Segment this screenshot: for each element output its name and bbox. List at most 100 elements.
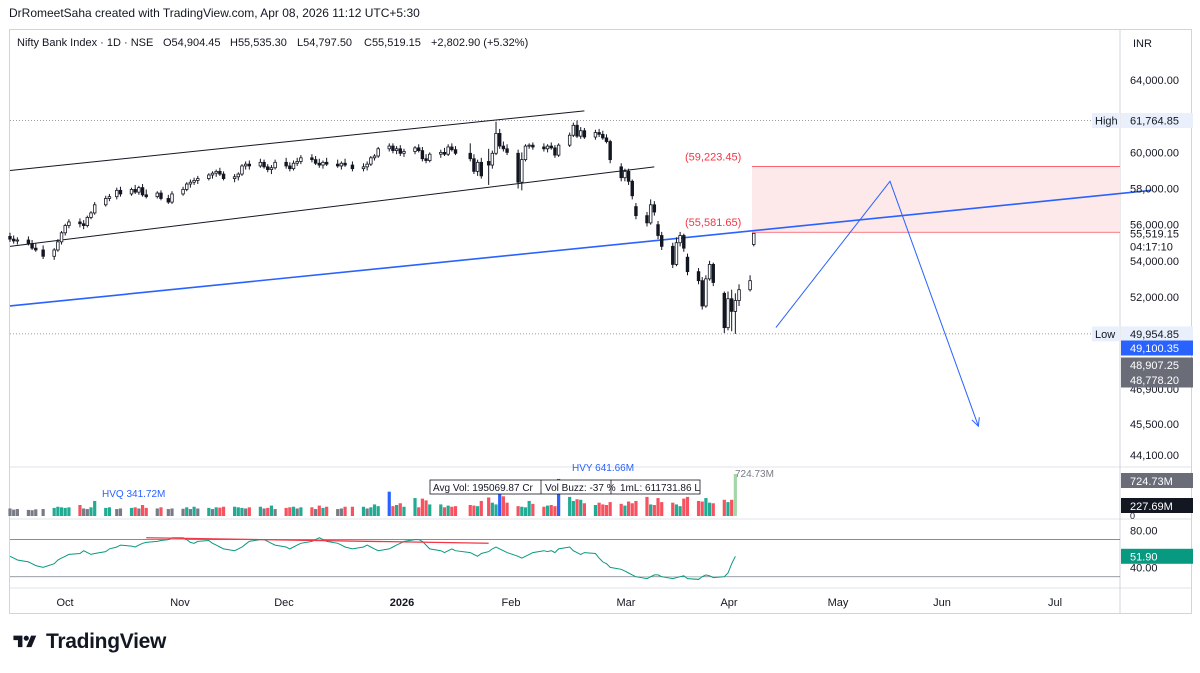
candle-body — [608, 141, 612, 161]
tradingview-logo-icon — [13, 635, 37, 648]
volume-bar — [391, 506, 395, 516]
candle — [78, 218, 82, 228]
candle — [118, 186, 123, 197]
candle — [729, 289, 734, 332]
candle-body — [214, 170, 218, 174]
candle — [372, 154, 377, 161]
volume-bar — [144, 507, 148, 516]
volume-bar — [531, 503, 535, 516]
volume-bar — [12, 509, 16, 516]
volume-bar — [210, 509, 215, 516]
candle-body — [391, 145, 395, 151]
candle-body — [78, 221, 82, 225]
candle-body — [752, 232, 756, 245]
volume-bar — [233, 506, 237, 516]
candle — [752, 232, 756, 247]
time-tick-label: May — [828, 597, 849, 609]
volume-bar — [604, 505, 609, 516]
candle — [696, 268, 701, 285]
price-tick-label: 45,500.00 — [1130, 419, 1179, 431]
candle — [335, 159, 340, 168]
candle — [733, 293, 738, 334]
candle-body — [520, 159, 524, 183]
candle — [144, 189, 148, 199]
volume-bar — [336, 509, 340, 516]
candle — [660, 231, 664, 250]
time-tick-label: Oct — [56, 597, 73, 609]
candle-body — [137, 187, 141, 193]
candle — [648, 199, 653, 225]
candle-body — [648, 204, 653, 224]
volume-bar — [376, 506, 380, 516]
price-tag-text: High — [1095, 116, 1118, 128]
candle — [34, 243, 38, 252]
candle-body — [67, 221, 71, 226]
candle — [236, 172, 240, 181]
candle-body — [266, 166, 270, 170]
volume-bar — [129, 507, 134, 516]
volume-bar — [487, 497, 491, 516]
candle-body — [593, 132, 598, 138]
candle — [59, 230, 64, 245]
candle-body — [420, 150, 425, 160]
volume-bar — [711, 503, 715, 516]
candle-body — [685, 256, 690, 273]
price-tag-bg — [1092, 326, 1120, 342]
candle — [41, 245, 45, 259]
time-tick-label: Feb — [502, 597, 521, 609]
volume-bar — [505, 502, 509, 516]
rsi-last-label: 51.90 — [1121, 548, 1193, 564]
volume-bar — [413, 498, 417, 516]
candle-body — [170, 193, 174, 203]
candle-body — [284, 161, 288, 167]
price-scale-label: 61,764.85 High — [1092, 113, 1193, 129]
volume-bar — [181, 508, 185, 516]
price-scale-label-bg — [1121, 340, 1193, 356]
candle — [52, 248, 56, 260]
tradingview-logo[interactable]: TradingView — [10, 630, 166, 654]
volume-bar — [645, 496, 649, 516]
candle-body — [207, 174, 211, 179]
volume-bar — [214, 507, 218, 516]
ohlc-value-0: O54,904.45 — [163, 37, 221, 49]
candle-body — [413, 147, 417, 152]
candle — [137, 185, 141, 195]
candle-body — [660, 235, 664, 247]
candle-body — [269, 167, 274, 170]
candle-body — [498, 133, 502, 147]
candle — [288, 162, 292, 172]
candle — [413, 146, 417, 155]
candle — [240, 164, 244, 176]
projection-arrowhead — [971, 417, 980, 428]
candle-body — [704, 278, 708, 307]
candle — [516, 149, 520, 189]
volume-bar — [424, 500, 428, 516]
candle — [339, 161, 344, 170]
volume-info-bg — [429, 479, 701, 495]
volume-bar — [372, 504, 377, 516]
candle — [221, 171, 226, 181]
candle-body — [313, 159, 318, 164]
candle-body — [41, 249, 45, 257]
volume-zero-label: 0 — [1130, 511, 1135, 521]
candle-body — [729, 298, 734, 312]
candle-body — [652, 204, 657, 213]
volume-bar — [63, 507, 67, 516]
candle-body — [140, 187, 145, 196]
candle — [129, 187, 134, 196]
volume-bar — [133, 507, 137, 516]
volume-bar — [321, 507, 325, 516]
candle-body — [30, 243, 34, 249]
candle-body — [626, 170, 631, 182]
candle-body — [428, 153, 432, 161]
candle-body — [527, 144, 531, 147]
candle — [8, 232, 12, 242]
volume-bar — [682, 498, 686, 516]
ohlc-value-2: L54,797.50 — [297, 37, 352, 49]
candle-body — [450, 146, 454, 151]
price-scale-label-bg — [1121, 357, 1193, 373]
candle — [63, 223, 67, 236]
candle-body — [424, 158, 428, 161]
candle — [104, 195, 108, 207]
